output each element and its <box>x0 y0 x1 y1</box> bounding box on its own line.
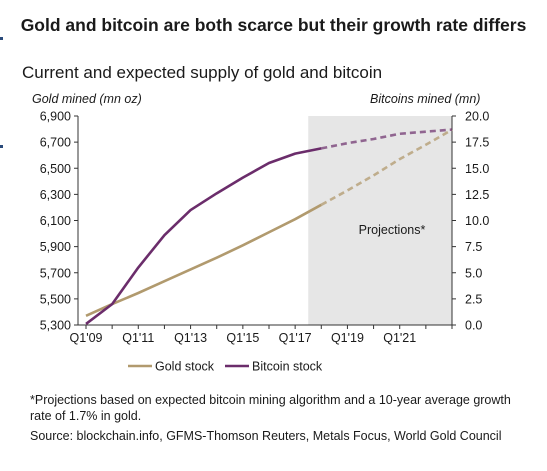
x-tick-label: Q1'21 <box>383 331 416 345</box>
projection-region <box>308 116 452 325</box>
right-tick-label: 15.0 <box>465 162 489 176</box>
left-tick-label: 6,300 <box>40 188 71 202</box>
footnote: *Projections based on expected bitcoin m… <box>30 393 511 423</box>
left-tick-label: 6,900 <box>40 110 71 124</box>
edge-marker-top <box>0 37 3 40</box>
chart-svg: Projections* 5,300 5,500 5,700 5,900 6,100 6,3… <box>40 110 490 374</box>
right-axis-label: Bitcoins mined (mn) <box>370 92 481 106</box>
left-tick-label: 6,100 <box>40 214 71 228</box>
left-tick-label: 5,700 <box>40 266 71 280</box>
left-tick-label: 6,700 <box>40 136 71 150</box>
left-tick-label: 6,500 <box>40 162 71 176</box>
x-tick-label: Q1'11 <box>122 331 154 345</box>
left-tick-label: 5,500 <box>40 292 71 306</box>
right-tick-label: 12.5 <box>465 188 489 202</box>
gold-line-actual <box>85 203 322 318</box>
edge-marker-bottom <box>0 145 3 148</box>
right-tick-label: 5.0 <box>465 266 482 280</box>
left-axis-label: Gold mined (mn oz) <box>32 92 142 106</box>
source-note: Source: blockchain.info, GFMS-Thomson Re… <box>30 429 502 443</box>
x-tick-label: Q1'19 <box>331 331 364 345</box>
right-tick-label: 0.0 <box>465 319 482 333</box>
legend-bitcoin-label: Bitcoin stock <box>252 360 323 374</box>
chart-subtitle: Current and expected supply of gold and … <box>22 63 383 82</box>
x-tick-label: Q1'15 <box>226 331 259 345</box>
bitcoin-line-actual <box>85 147 322 325</box>
right-tick-label: 2.5 <box>465 292 482 306</box>
left-tick-label: 5,900 <box>40 240 71 254</box>
x-tick-label: Q1'13 <box>174 331 207 345</box>
left-tick-label: 5,300 <box>40 319 71 333</box>
right-tick-label: 20.0 <box>465 110 489 124</box>
right-tick-label: 17.5 <box>465 136 489 150</box>
x-tick-label: Q1'09 <box>70 331 103 345</box>
projection-label: Projections* <box>359 223 426 237</box>
right-tick-label: 10.0 <box>465 214 489 228</box>
right-tick-label: 7.5 <box>465 240 482 254</box>
legend-gold-label: Gold stock <box>155 360 215 374</box>
gold-line-projected <box>320 128 453 206</box>
bitcoin-line-projected <box>321 128 453 150</box>
chart-title: Gold and bitcoin are both scarce but the… <box>20 15 527 35</box>
x-tick-label: Q1'17 <box>279 331 312 345</box>
